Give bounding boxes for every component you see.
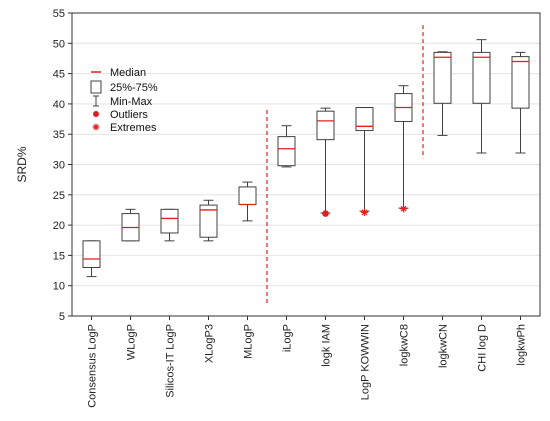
iqr-box [277, 136, 296, 167]
extreme-point [399, 205, 408, 213]
iqr-box [238, 186, 257, 205]
legend-item-outliers: Outliers [93, 109, 148, 121]
boxes [82, 39, 530, 278]
x-axis-tick-labels: Consensus LogP WLogP Silicos-IT LogP XLogP3… [87, 316, 528, 408]
y-tick-label: 55 [53, 8, 65, 20]
y-tick-label: 45 [53, 69, 65, 81]
iqr-box [160, 208, 179, 234]
box-6 [277, 125, 296, 168]
outlier-point [322, 210, 329, 217]
iqr-box [355, 107, 374, 132]
box-11 [472, 39, 491, 154]
extreme-stroke [361, 209, 368, 216]
legend-label: Min-Max [110, 96, 153, 108]
box-5 [238, 181, 257, 222]
x-tick-label: Silicos-IT LogP [165, 324, 177, 398]
y-tick-label: 5 [59, 311, 65, 323]
legend-label: Extremes [110, 122, 157, 134]
y-axis-label: SRD% [15, 146, 29, 182]
y-axis-ticks: 5 10 15 20 25 30 35 40 45 50 55 [53, 8, 72, 323]
iqr-box [199, 204, 218, 238]
box-2 [121, 208, 140, 242]
y-tick-label: 10 [53, 281, 65, 293]
legend-item-range: Min-Max [93, 95, 153, 108]
extreme-stroke [400, 205, 407, 212]
x-tick-label: Consensus LogP [87, 324, 99, 408]
box-1 [82, 240, 101, 278]
iqr-box [82, 240, 101, 269]
y-tick-label: 35 [53, 129, 65, 141]
x-tick-label: logkwC8 [399, 324, 411, 366]
box-8 [355, 107, 374, 216]
x-tick-label: logk IAM [321, 324, 333, 367]
outlier-swatch [93, 111, 99, 117]
legend-item-iqr: 25%-75% [90, 80, 158, 94]
y-tick-label: 15 [53, 250, 65, 262]
x-tick-label: WLogP [126, 324, 138, 360]
iqr-box [511, 56, 530, 109]
box-12 [511, 51, 530, 154]
iqr-box [472, 51, 491, 104]
legend-label: Outliers [110, 109, 148, 121]
x-tick-label: logkwCN [438, 324, 450, 368]
iqr-swatch [90, 80, 102, 94]
x-tick-label: XLogP3 [204, 324, 216, 363]
legend-label: Median [110, 67, 146, 79]
grid-lines [72, 42, 540, 287]
x-tick-label: iLogP [282, 324, 294, 352]
y-tick-label: 30 [53, 160, 65, 172]
iqr-box [433, 51, 452, 104]
legend-item-extremes: Extremes [92, 122, 157, 134]
x-tick-label: CHI log D [477, 324, 489, 372]
x-tick-label: logkwPh [516, 324, 528, 366]
x-tick-label: MLogP [243, 324, 255, 359]
y-tick-label: 40 [53, 99, 65, 111]
box-10 [433, 51, 452, 136]
iqr-box [316, 110, 335, 141]
y-tick-label: 25 [53, 190, 65, 202]
separator-lines [266, 25, 424, 304]
box-7 [316, 107, 335, 217]
legend-item-median: Median [91, 67, 146, 79]
y-tick-label: 50 [53, 38, 65, 50]
extreme-point [360, 208, 369, 216]
x-tick-label: LogP KOWWIN [360, 324, 372, 400]
legend-label: 25%-75% [110, 82, 158, 94]
box-9 [394, 85, 413, 213]
box-4 [199, 199, 218, 242]
extreme-swatch [93, 124, 99, 130]
y-tick-label: 20 [53, 220, 65, 232]
box-3 [160, 208, 179, 242]
